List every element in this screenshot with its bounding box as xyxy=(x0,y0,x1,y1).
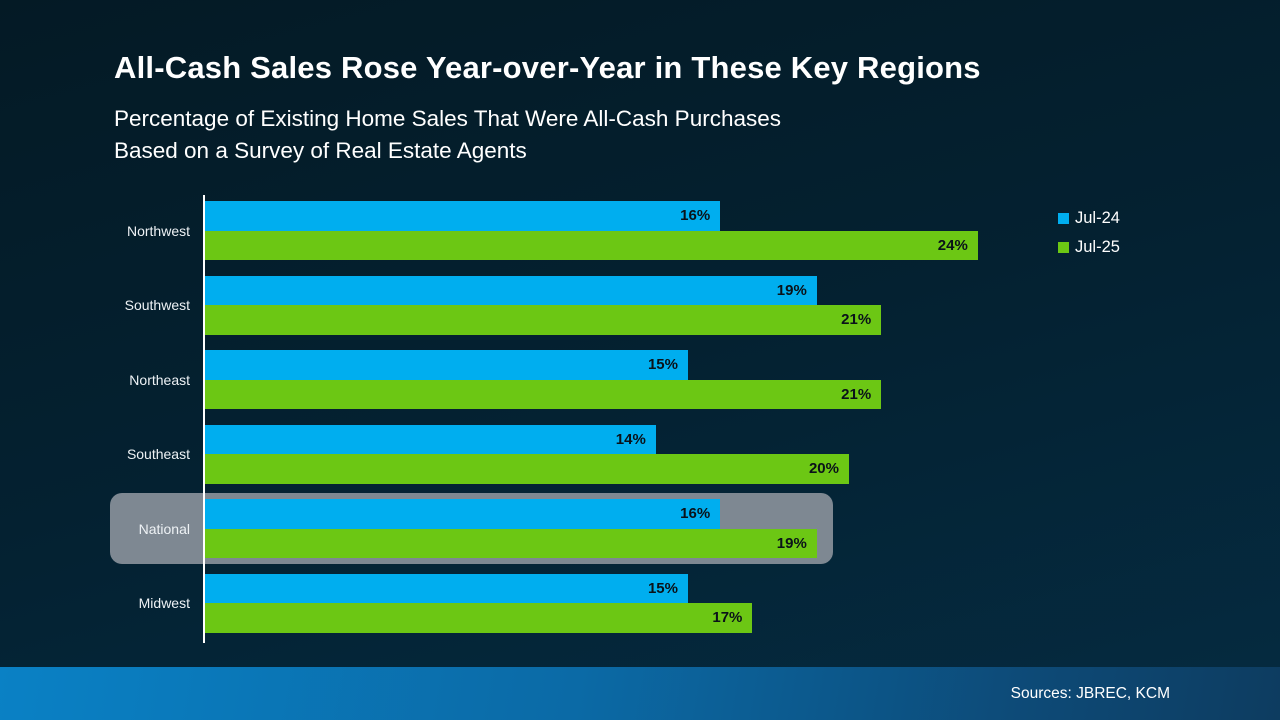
bar-value-label: 19% xyxy=(776,281,807,299)
bar-group: 14% 20% xyxy=(205,424,849,484)
y-axis-line xyxy=(202,195,205,643)
bar-jul-25: 24% xyxy=(205,230,978,260)
bar-jul-24: 15% xyxy=(205,573,688,603)
category-label: Midwest xyxy=(138,595,190,611)
bar-group: 15% 21% xyxy=(205,350,882,409)
chart-row: Northwest 16% 24% xyxy=(0,201,1280,260)
bar-jul-24: 19% xyxy=(205,275,817,305)
bar-value-label: 15% xyxy=(647,356,678,374)
chart-rows: Northwest 16% 24% Southwest 19% 21% Northeast 1… xyxy=(0,201,1280,648)
bar-jul-24: 14% xyxy=(205,424,656,454)
page-title: All-Cash Sales Rose Year-over-Year in Th… xyxy=(114,50,981,85)
legend-swatch-icon xyxy=(1058,213,1069,224)
subtitle-line-2: Based on a Survey of Real Estate Agents xyxy=(114,137,527,163)
bar-jul-25: 20% xyxy=(205,454,849,484)
chart-row: Southwest 19% 21% xyxy=(0,275,1280,335)
bar-value-label: 15% xyxy=(647,579,678,597)
bar-value-label: 17% xyxy=(712,609,743,627)
category-label: National xyxy=(138,520,190,537)
category-label: Northeast xyxy=(129,371,190,388)
category-label: Southwest xyxy=(124,297,190,313)
footer-band: Sources: JBREC, KCM xyxy=(0,667,1280,720)
subtitle-line-1: Percentage of Existing Home Sales That W… xyxy=(114,106,781,131)
bar-group: 15% 17% xyxy=(205,573,753,633)
bar-group: 16% 19% xyxy=(205,499,817,558)
legend-label: Jul-25 xyxy=(1075,238,1120,256)
bar-value-label: 20% xyxy=(808,460,839,478)
bar-jul-24: 16% xyxy=(205,201,721,231)
bar-value-label: 16% xyxy=(680,207,711,225)
chart-row: National 16% 19% xyxy=(0,493,1280,564)
chart-row: Northeast 15% 21% xyxy=(0,350,1280,409)
bar-jul-25: 17% xyxy=(205,603,753,633)
legend-item: Jul-24 xyxy=(1058,204,1120,233)
bar-jul-25: 21% xyxy=(205,379,882,409)
chart-row: Southeast 14% 20% xyxy=(0,424,1280,484)
bar-group: 19% 21% xyxy=(205,275,882,335)
bar-jul-24: 16% xyxy=(205,499,721,529)
chart-subtitle: Percentage of Existing Home Sales That W… xyxy=(114,103,781,166)
bar-value-label: 19% xyxy=(776,534,807,552)
bar-value-label: 24% xyxy=(937,236,968,254)
bar-value-label: 16% xyxy=(680,505,711,523)
legend-swatch-icon xyxy=(1058,242,1069,253)
category-label: Northwest xyxy=(126,222,190,239)
category-label: Southeast xyxy=(126,446,190,462)
bar-group: 16% 24% xyxy=(205,201,978,260)
bar-jul-25: 19% xyxy=(205,528,817,558)
bar-value-label: 21% xyxy=(841,311,872,329)
chart-row: Midwest 15% 17% xyxy=(0,573,1280,633)
bar-jul-25: 21% xyxy=(205,305,882,335)
bar-value-label: 21% xyxy=(841,385,872,403)
legend-item: Jul-25 xyxy=(1058,233,1120,262)
legend: Jul-24 Jul-25 xyxy=(1058,204,1120,262)
bar-value-label: 14% xyxy=(615,430,646,448)
legend-label: Jul-24 xyxy=(1075,209,1120,227)
sources-text: Sources: JBREC, KCM xyxy=(1010,684,1170,702)
bar-jul-24: 15% xyxy=(205,350,688,380)
